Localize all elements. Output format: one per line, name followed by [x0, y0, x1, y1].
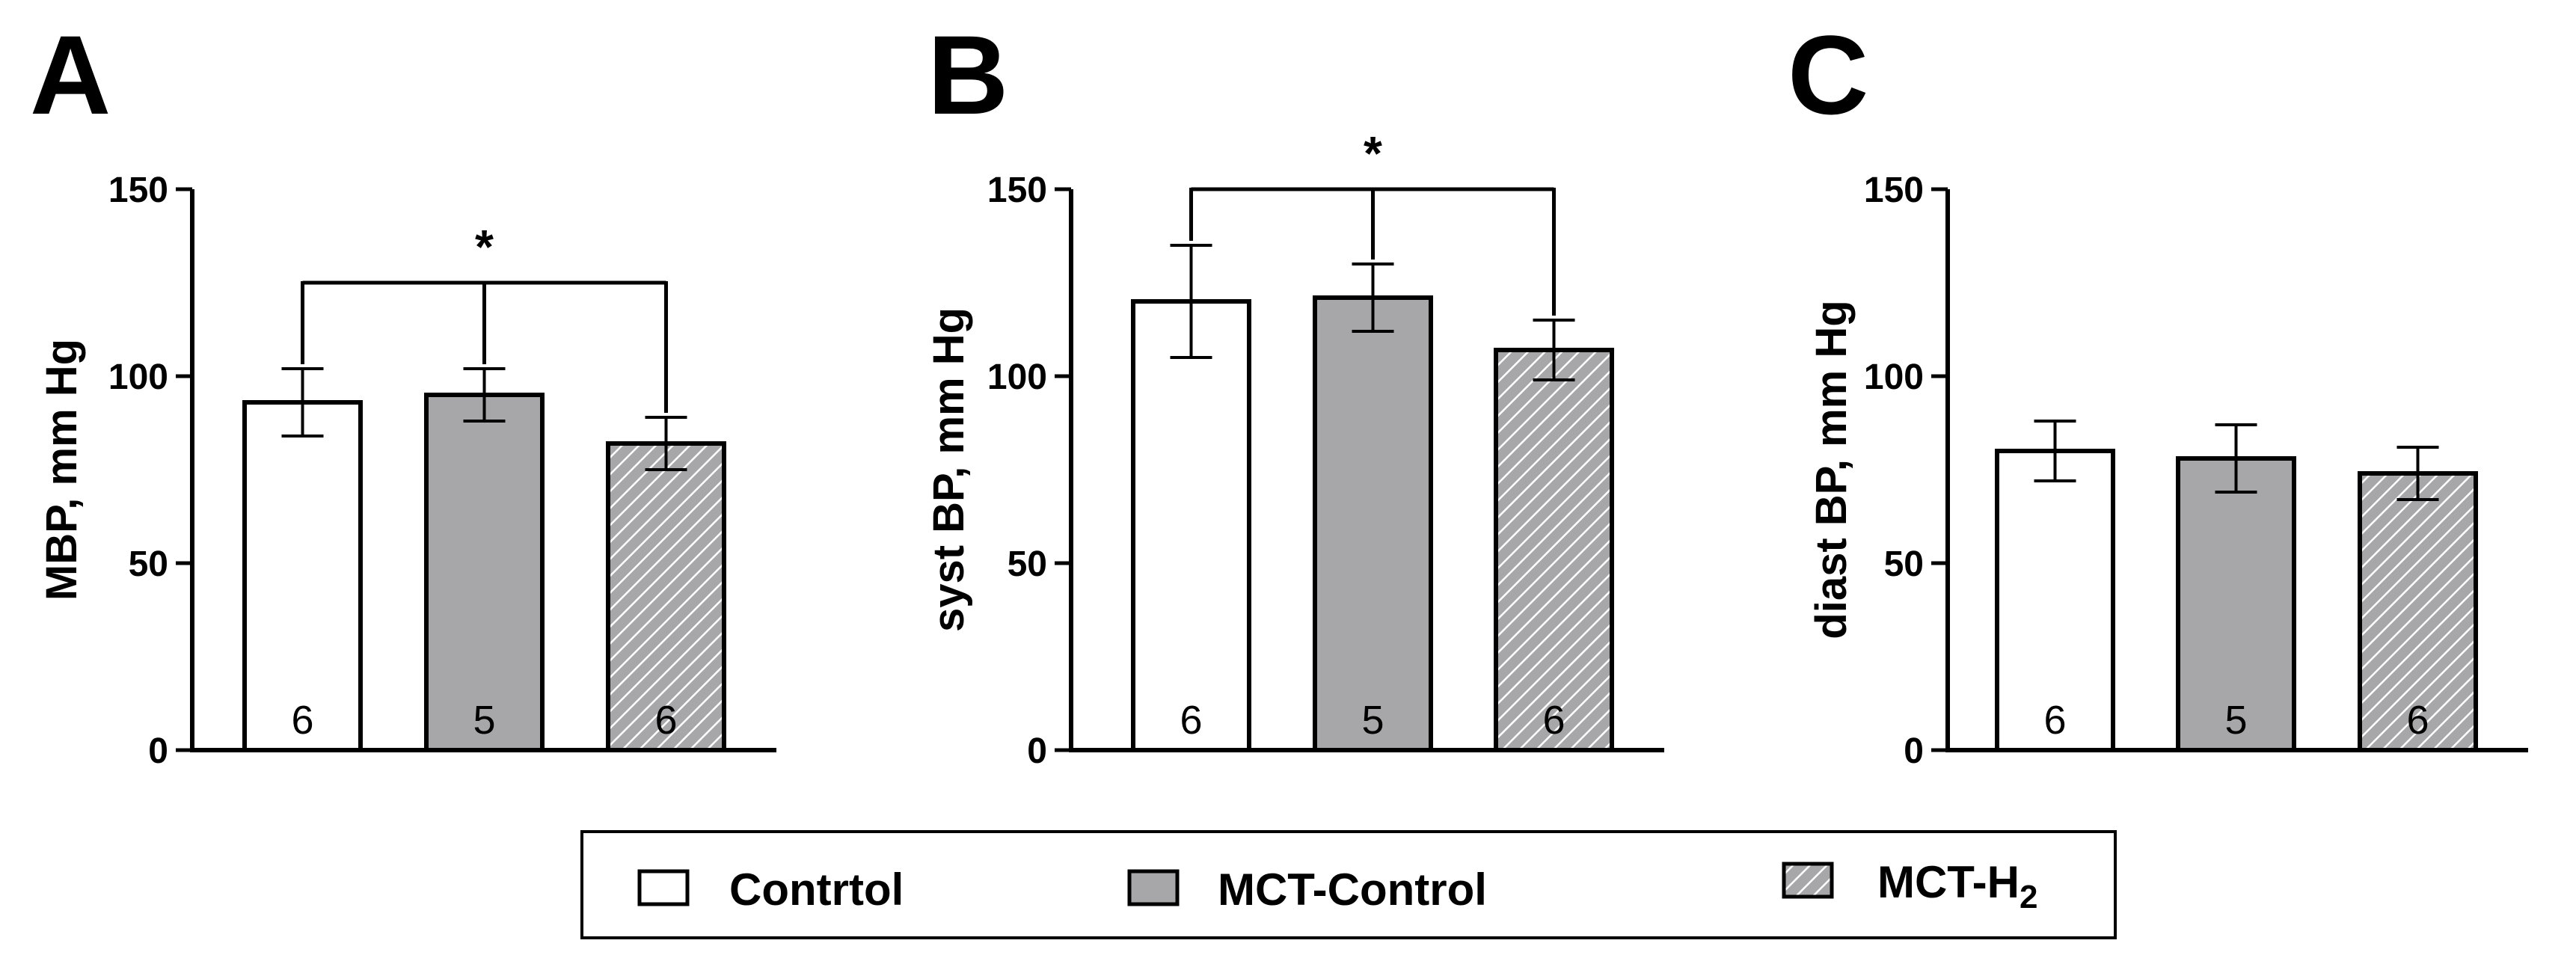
- panel-c-bar: [2176, 456, 2296, 752]
- panel-c-n-label: 6: [2043, 698, 2066, 743]
- legend: Contrtol MCT-Control MCT-H2: [580, 830, 2117, 939]
- panel-a-y-tick-label: 50: [129, 544, 168, 584]
- panel-b-letter: B: [927, 12, 1008, 138]
- legend-label-mct-control: MCT-Control: [1218, 865, 1487, 915]
- panel-c-y-tick-label: 150: [1864, 171, 1924, 210]
- legend-label-mct-h2-sub: 2: [2020, 879, 2037, 915]
- legend-label-mct-h2-main: MCT-H: [1877, 857, 2020, 907]
- panel-b-y-tick-label: 100: [987, 357, 1047, 397]
- panel-a-y-axis-label: MBP, mm Hg: [37, 339, 86, 601]
- panel-a-y-tick-label: 100: [108, 357, 168, 397]
- panel-b-y-axis-label: syst BP, mm Hg: [924, 307, 973, 632]
- panel-b-n-label: 6: [1542, 698, 1565, 743]
- panel-c-y-axis-label: diast BP, mm Hg: [1807, 300, 1856, 639]
- panel-a-bar: [242, 400, 363, 752]
- panel-c-letter: C: [1788, 12, 1868, 138]
- panel-c-y-tick-label: 50: [1884, 544, 1924, 584]
- legend-swatch-mct-control: [1127, 869, 1180, 906]
- legend-swatch-mct-h2: [1782, 862, 1834, 899]
- legend-swatch-control: [637, 869, 690, 906]
- legend-frame: [580, 830, 2117, 939]
- legend-label-mct-h2: MCT-H2: [1877, 857, 2037, 915]
- legend-label-control: Contrtol: [729, 865, 904, 915]
- panel-a-bar: [424, 393, 545, 752]
- panel-b-y-tick-label: 0: [1027, 731, 1047, 771]
- panel-b-n-label: 6: [1180, 698, 1202, 743]
- panel-a-y-tick-label: 0: [148, 731, 168, 771]
- panel-c-n-label: 5: [2224, 698, 2247, 743]
- panel-c-y-tick-label: 100: [1864, 357, 1924, 397]
- panel-b-bar: [1313, 295, 1433, 752]
- panel-b-y-tick-label: 50: [1008, 544, 1047, 584]
- panel-b-bar: [1494, 348, 1614, 752]
- panel-a: A MBP, mm Hg 0 50 100 150 6 5 6 *: [30, 12, 776, 771]
- panel-b-y-tick-label: 150: [987, 171, 1047, 210]
- panel-c-y-tick-label: 0: [1904, 731, 1924, 771]
- panel-b-n-label: 5: [1361, 698, 1384, 743]
- panel-b-sig-label: *: [1364, 126, 1382, 180]
- panel-a-n-label: 6: [291, 698, 313, 743]
- panel-a-n-label: 6: [654, 698, 677, 743]
- panel-b-bar: [1131, 299, 1251, 752]
- panel-a-sig-label: *: [475, 220, 494, 274]
- panel-a-y-tick-label: 150: [108, 171, 168, 210]
- panel-c-n-label: 6: [2406, 698, 2429, 743]
- panel-c-bar: [1995, 449, 2115, 752]
- panel-a-letter: A: [30, 12, 111, 138]
- panel-a-n-label: 5: [473, 698, 495, 743]
